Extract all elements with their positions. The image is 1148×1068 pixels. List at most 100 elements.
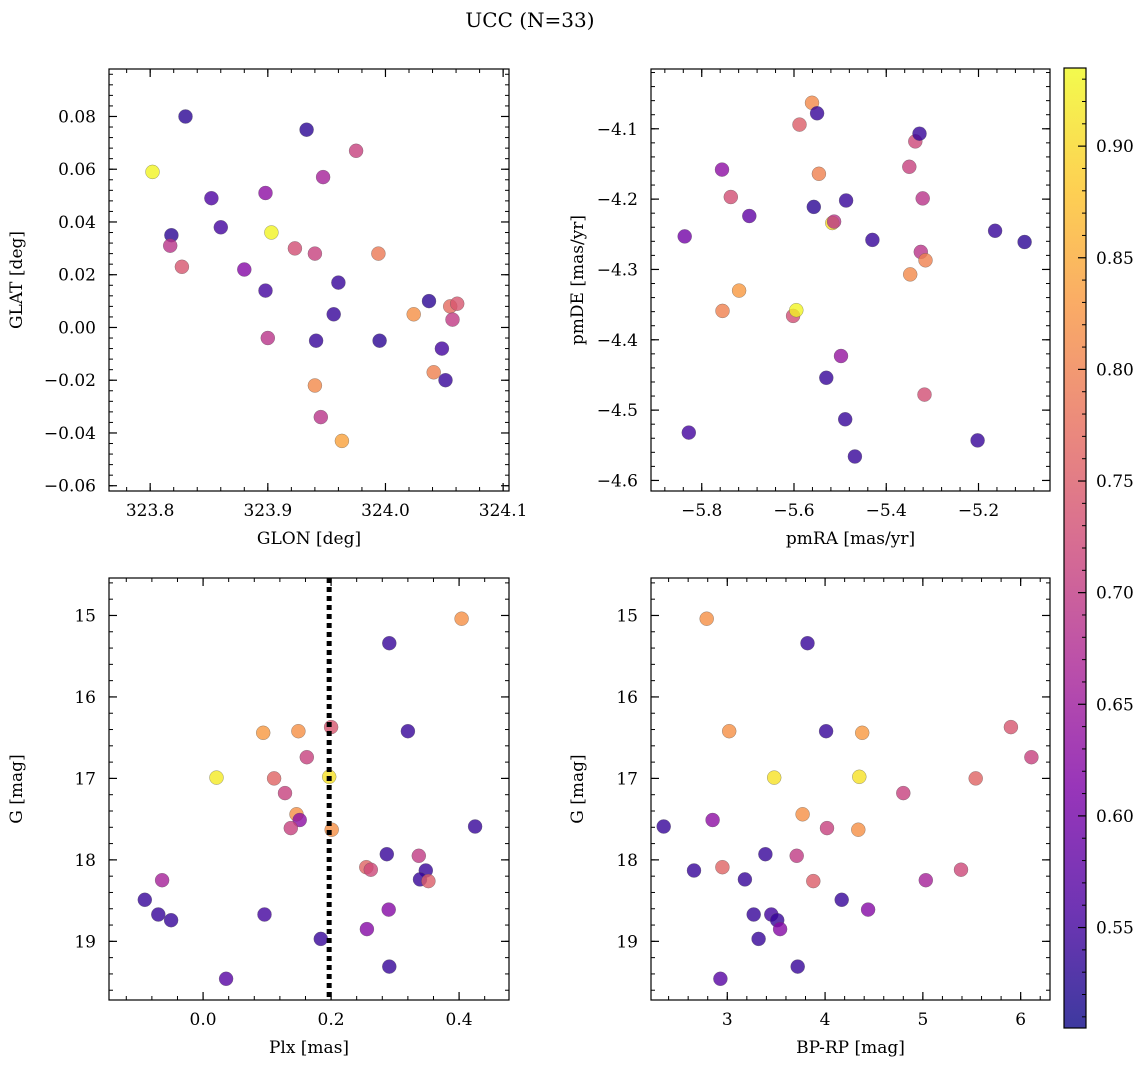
x-axis-label: pmRA [mas/yr] bbox=[786, 529, 915, 549]
data-point bbox=[331, 275, 346, 290]
y-tick-label: −4.1 bbox=[597, 120, 638, 140]
y-axis-label: G [mag] bbox=[7, 754, 27, 823]
colorbar-tick-label: 0.80 bbox=[1096, 360, 1134, 380]
x-tick-label: 4 bbox=[820, 1010, 831, 1030]
data-point bbox=[449, 296, 465, 311]
y-tick-label: −4.4 bbox=[597, 331, 638, 351]
data-point bbox=[918, 872, 934, 888]
y-tick-label: 0.02 bbox=[58, 266, 96, 286]
data-point bbox=[715, 303, 730, 319]
data-point bbox=[371, 246, 386, 261]
x-tick-label: 324.0 bbox=[361, 501, 410, 521]
data-point bbox=[411, 848, 427, 864]
data-point bbox=[1024, 749, 1039, 765]
data-point bbox=[257, 907, 272, 922]
data-point bbox=[334, 433, 350, 449]
y-tick-label: 19 bbox=[616, 932, 638, 952]
x-tick-label: 6 bbox=[1015, 1010, 1026, 1030]
data-point bbox=[178, 109, 193, 124]
data-point bbox=[213, 220, 229, 235]
data-point bbox=[854, 725, 870, 741]
data-point bbox=[809, 106, 825, 121]
x-tick-label: 323.8 bbox=[126, 501, 175, 521]
data-point bbox=[434, 341, 450, 356]
data-point bbox=[723, 189, 739, 205]
data-point bbox=[715, 859, 730, 875]
data-point bbox=[865, 232, 880, 248]
data-point bbox=[917, 387, 932, 402]
data-point bbox=[162, 238, 178, 253]
data-point bbox=[902, 159, 917, 175]
data-point bbox=[382, 635, 397, 651]
x-tick-label: −5.6 bbox=[773, 501, 814, 521]
data-point bbox=[260, 330, 276, 346]
data-point bbox=[790, 959, 805, 974]
data-point bbox=[255, 725, 271, 741]
axes-frame bbox=[650, 577, 1051, 1001]
data-point bbox=[313, 409, 329, 425]
colorbar: 0.55 0.60 0.65 0.70 0.75 0.80 0.85 0.90 bbox=[1063, 67, 1134, 1029]
data-point bbox=[299, 749, 315, 765]
data-point bbox=[1003, 719, 1019, 735]
data-point bbox=[800, 635, 815, 651]
colorbar-tick-label: 0.65 bbox=[1096, 695, 1134, 715]
data-point bbox=[837, 412, 853, 427]
data-point bbox=[445, 312, 460, 327]
data-point bbox=[838, 193, 854, 208]
data-point bbox=[154, 872, 170, 888]
data-point bbox=[699, 611, 714, 626]
scatter-panel-1: 323.8 323.9 324.0 324.1 −0.06 −0.04 −0.02 0.00 0… bbox=[7, 68, 527, 549]
data-point bbox=[860, 902, 876, 917]
data-point bbox=[287, 241, 303, 256]
data-point bbox=[454, 611, 469, 626]
data-point bbox=[826, 214, 842, 229]
scatter-panel-2: −5.8 −5.6 −5.4 −5.2 −4.6 −4.5 −4.4 −4.3 −4.2 −4.1… bbox=[568, 68, 1051, 549]
y-tick-label: 16 bbox=[616, 688, 638, 708]
data-point bbox=[772, 921, 788, 937]
data-point bbox=[421, 293, 437, 309]
data-point bbox=[806, 873, 821, 889]
y-axis-label: GLAT [deg] bbox=[7, 231, 27, 329]
data-point bbox=[789, 302, 804, 318]
data-point bbox=[737, 872, 753, 887]
axes-frame bbox=[650, 68, 1051, 492]
data-point bbox=[833, 348, 849, 364]
x-tick-label: −5.4 bbox=[866, 501, 907, 521]
data-point bbox=[137, 892, 153, 908]
data-point bbox=[746, 907, 761, 922]
data-point bbox=[819, 370, 834, 386]
y-tick-label: −4.6 bbox=[597, 471, 638, 491]
data-point bbox=[918, 253, 933, 268]
x-tick-label: −5.8 bbox=[681, 501, 722, 521]
data-point bbox=[363, 862, 379, 877]
data-point bbox=[163, 912, 179, 928]
data-point bbox=[326, 307, 341, 322]
y-tick-label: −4.5 bbox=[597, 401, 638, 421]
data-point bbox=[218, 971, 234, 987]
data-point bbox=[721, 723, 737, 739]
y-tick-label: 0.04 bbox=[58, 213, 96, 233]
y-tick-label: 15 bbox=[74, 606, 96, 626]
colorbar-tick-label: 0.70 bbox=[1096, 584, 1134, 604]
x-tick-label: 0.4 bbox=[446, 1010, 473, 1030]
data-point bbox=[426, 365, 441, 380]
data-point bbox=[852, 769, 867, 785]
data-point bbox=[953, 862, 969, 877]
data-point bbox=[381, 902, 396, 917]
data-point bbox=[818, 723, 834, 739]
y-tick-label: 18 bbox=[616, 851, 638, 871]
colorbar-tick-label: 0.85 bbox=[1096, 249, 1134, 269]
y-tick-label: −4.3 bbox=[597, 260, 638, 280]
x-tick-label: 323.9 bbox=[243, 501, 292, 521]
data-point bbox=[174, 259, 190, 275]
data-point bbox=[438, 372, 453, 388]
colorbar-tick-label: 0.55 bbox=[1096, 919, 1134, 939]
y-tick-label: −4.2 bbox=[597, 190, 638, 210]
data-point bbox=[811, 166, 827, 182]
data-point bbox=[145, 164, 160, 180]
data-point bbox=[912, 126, 927, 141]
x-tick-label: 3 bbox=[722, 1010, 733, 1030]
x-axis-label: BP-RP [mag] bbox=[796, 1038, 905, 1058]
y-tick-label: 19 bbox=[74, 932, 96, 952]
